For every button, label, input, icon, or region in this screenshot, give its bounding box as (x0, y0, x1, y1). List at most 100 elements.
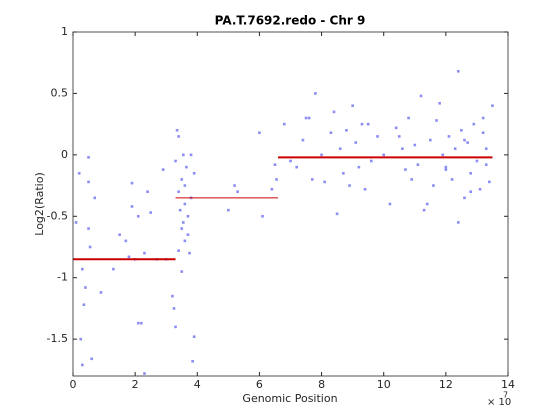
point (273, 163, 277, 166)
point (310, 178, 314, 181)
point (466, 141, 469, 144)
x-scale-base: × 10 (487, 397, 511, 408)
point (236, 190, 239, 194)
point (182, 153, 185, 157)
point (112, 267, 115, 271)
point (478, 187, 482, 191)
point (481, 116, 485, 120)
y-tick-label: 0 (61, 148, 68, 161)
point (488, 180, 491, 184)
point (441, 153, 445, 157)
point (419, 94, 423, 98)
x-axis-label: Genomic Position (242, 392, 337, 405)
point (463, 196, 466, 200)
point (460, 128, 463, 132)
point (186, 214, 190, 218)
point (307, 116, 311, 120)
point (81, 267, 84, 271)
point (130, 205, 134, 208)
point (475, 159, 479, 163)
point (447, 135, 451, 138)
point (270, 187, 274, 191)
point (182, 221, 185, 224)
point (149, 211, 152, 214)
point (366, 122, 370, 126)
point (82, 303, 86, 307)
point (191, 359, 194, 363)
point (177, 249, 180, 252)
y-tick-label: -1.5 (47, 332, 68, 345)
point (369, 159, 373, 163)
point (295, 165, 299, 169)
point (180, 178, 184, 181)
point (425, 202, 429, 206)
point (180, 270, 184, 273)
point (174, 325, 177, 329)
point (351, 104, 354, 108)
point (227, 208, 230, 212)
point (435, 119, 438, 122)
point (177, 190, 180, 194)
point (401, 147, 404, 151)
point (382, 153, 386, 157)
chart-title: PA.T.7692.redo - Chr 9 (215, 14, 366, 28)
point (289, 159, 292, 163)
point (407, 116, 410, 120)
point (275, 178, 278, 181)
point (90, 357, 93, 361)
point (87, 227, 90, 230)
point (186, 233, 190, 237)
point (444, 168, 448, 171)
point (469, 171, 473, 175)
point (146, 190, 149, 194)
point (335, 212, 339, 216)
point (413, 143, 417, 147)
y-tick-label: 1 (61, 25, 68, 38)
point (422, 208, 426, 212)
point (130, 181, 134, 185)
point (329, 131, 333, 135)
point (404, 168, 407, 171)
point (258, 131, 261, 135)
point (233, 184, 236, 187)
point (124, 239, 128, 243)
point (472, 122, 476, 126)
point (456, 70, 460, 73)
point (453, 147, 457, 151)
point (357, 165, 361, 169)
x-tick-label: 6 (256, 378, 263, 391)
point (481, 131, 485, 135)
x-tick-label: 4 (194, 378, 201, 391)
point (183, 202, 187, 206)
point (376, 135, 379, 138)
point (282, 122, 286, 126)
point (84, 286, 87, 289)
point (429, 138, 432, 142)
point (456, 221, 460, 224)
point (338, 147, 342, 151)
point (348, 184, 351, 187)
x-tick-label: 12 (439, 378, 453, 391)
point (183, 239, 187, 243)
x-tick-label: 14 (501, 378, 515, 391)
point (354, 141, 358, 144)
point (136, 321, 140, 325)
point (463, 138, 466, 142)
point (416, 163, 420, 166)
point (143, 251, 146, 255)
point (74, 221, 78, 224)
point (99, 291, 103, 294)
point (394, 126, 398, 130)
point (172, 307, 176, 310)
point (491, 104, 494, 108)
x-tick-label: 8 (318, 378, 325, 391)
point (192, 171, 196, 175)
x-tick-label: 0 (70, 378, 77, 391)
point (469, 190, 473, 194)
point (140, 321, 143, 325)
plot-area (73, 32, 508, 376)
point (185, 165, 188, 169)
point (88, 245, 92, 249)
point (450, 178, 454, 181)
